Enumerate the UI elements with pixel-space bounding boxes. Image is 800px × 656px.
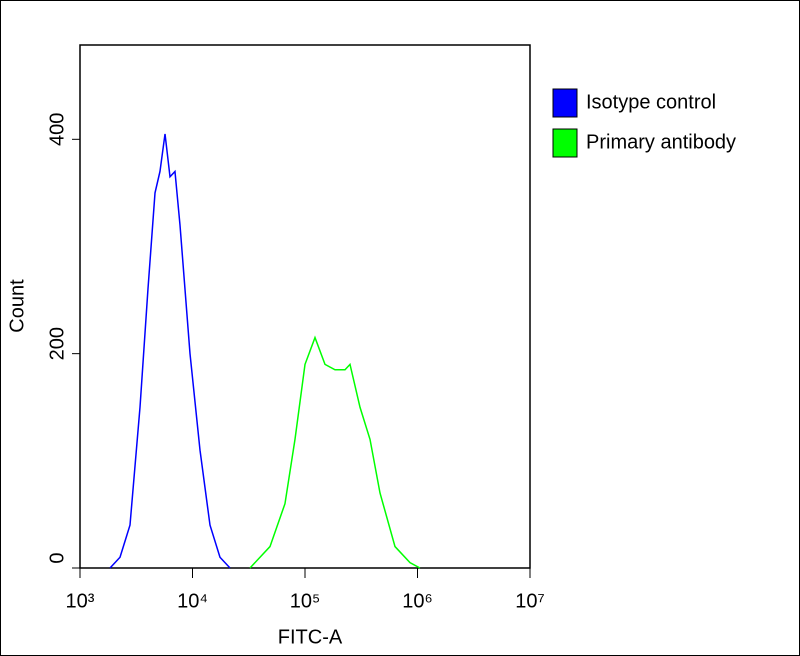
y-tick-label: 400: [46, 113, 68, 146]
legend-label: Primary antibody: [586, 131, 736, 153]
y-axis-label: Count: [6, 279, 28, 333]
legend-swatch: [552, 88, 578, 118]
x-tick-label: 10⁴: [177, 590, 208, 612]
x-axis-label: FITC-A: [278, 626, 343, 648]
x-tick-label: 10⁶: [402, 590, 432, 612]
legend-label: Isotype control: [586, 91, 716, 113]
legend-swatch: [552, 128, 578, 158]
histogram-line: [109, 133, 231, 569]
x-tick-label: 10⁵: [290, 590, 321, 612]
x-tick-label: 10⁷: [515, 590, 544, 612]
x-tick-label: 10³: [66, 590, 95, 612]
y-tick-label: 0: [46, 552, 68, 563]
y-tick-label: 200: [46, 327, 68, 360]
histogram-line: [249, 335, 421, 569]
